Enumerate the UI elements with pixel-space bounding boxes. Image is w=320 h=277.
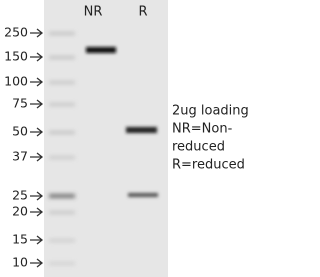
lane-label: R: [138, 5, 147, 20]
lane-label: NR: [84, 5, 103, 20]
note-line: NR=Non-: [172, 122, 233, 137]
marker-label: 20: [12, 204, 28, 219]
note: 2ug loading NR=Non- reduced R=reduced: [172, 104, 249, 173]
note-line: R=reduced: [172, 158, 245, 173]
marker-label: 37: [12, 149, 28, 164]
marker-label: 100: [4, 74, 28, 89]
gel-figure: NR R 250 150 100 75 50 37 25 20 15 10 2u…: [4, 0, 249, 277]
bands: [86, 47, 158, 197]
marker-label: 75: [12, 96, 28, 111]
note-line: 2ug loading: [172, 104, 249, 119]
arrow: [30, 28, 44, 268]
marker-label: 50: [12, 124, 28, 139]
markers: 250 150 100 75 50 37 25 20 15 10: [4, 25, 44, 270]
ladder: [49, 32, 75, 265]
marker-label: 150: [4, 49, 28, 64]
band: [128, 193, 158, 197]
marker-label: 25: [12, 188, 28, 203]
marker-label: 250: [4, 25, 28, 40]
marker-label: 15: [12, 232, 28, 247]
marker-label: 10: [12, 255, 28, 270]
gel: [44, 0, 168, 277]
band: [86, 47, 116, 53]
band: [126, 127, 157, 133]
note-line: reduced: [172, 140, 225, 155]
